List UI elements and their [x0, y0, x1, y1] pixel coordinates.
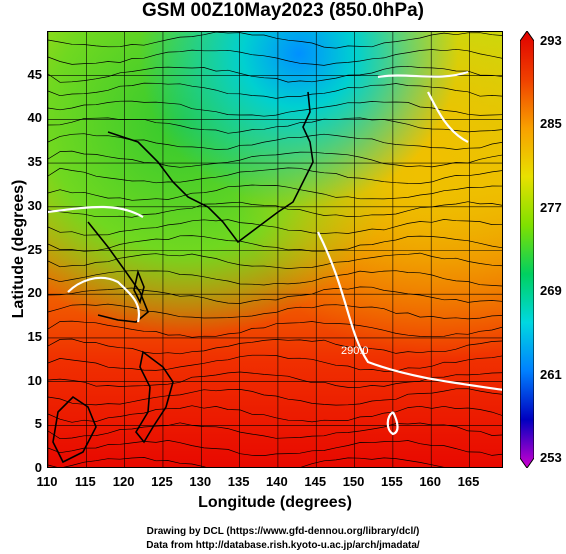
coastline-korea-japan [107, 91, 314, 244]
streamline [48, 82, 502, 99]
credit-drawing: Drawing by DCL (https://www.gfd-dennou.o… [146, 526, 420, 537]
y-tick-label: 40 [27, 110, 42, 126]
streamline [48, 252, 502, 269]
streamline [48, 440, 502, 456]
colorbar [520, 31, 534, 468]
colorbar-tick-label: 253 [540, 450, 562, 465]
x-tick-label: 115 [74, 474, 96, 489]
x-tick-label: 155 [381, 474, 403, 489]
colorbar-tick-label: 261 [540, 366, 562, 382]
streamline [48, 100, 502, 117]
y-axis-label: Latitude (degrees) [10, 179, 27, 319]
y-tick-label: 35 [27, 154, 42, 170]
coastline-china [87, 221, 149, 323]
streamline [48, 303, 502, 320]
colorbar-scale [520, 31, 534, 468]
x-tick-label: 125 [151, 474, 173, 489]
streamline [48, 150, 502, 168]
x-tick-label: 160 [419, 474, 442, 489]
streamline [48, 167, 502, 184]
coastline-taiwan [133, 269, 145, 305]
streamline [48, 338, 502, 355]
streamline [48, 201, 502, 218]
credit-data: Data from http://database.rish.kyoto-u.a… [146, 540, 420, 551]
colorbar-tick-label: 285 [540, 116, 562, 132]
y-tick-label: 30 [27, 197, 42, 213]
map-canvas: 290.0 [48, 32, 502, 467]
wind-streamlines [48, 32, 502, 467]
streamline [48, 65, 502, 83]
y-tick-label: 20 [27, 285, 42, 301]
map-title: GSM 00Z10May2023 (850.0hPa) [142, 0, 424, 21]
streamline [48, 457, 445, 467]
x-tick-label: 120 [112, 474, 135, 489]
y-tick-label: 45 [27, 66, 42, 82]
streamline [48, 133, 502, 150]
x-tick-label: 140 [266, 474, 288, 489]
x-axis-label: Longitude (degrees) [198, 494, 352, 511]
temperature-field-cold [48, 32, 502, 467]
coastline-philippines [135, 350, 174, 444]
x-tick-label: 150 [342, 474, 365, 489]
colorbar-tick-label: 277 [540, 199, 562, 215]
temperature-wind-map: 290.0 [47, 31, 503, 468]
streamline [48, 388, 502, 406]
coastlines [52, 91, 314, 464]
streamline [48, 405, 502, 423]
contour-label: 290.0 [341, 345, 369, 357]
x-tick-label: 135 [227, 474, 250, 489]
y-tick-label: 25 [27, 241, 42, 257]
colorbar-tick-label: 293 [540, 33, 562, 48]
streamline [48, 219, 502, 236]
x-tick-label: 165 [457, 474, 480, 489]
streamline [48, 354, 502, 372]
y-tick-label: 5 [34, 416, 42, 432]
streamline [48, 117, 502, 134]
x-tick-label: 110 [36, 474, 58, 489]
streamline [48, 235, 502, 252]
streamline [48, 270, 502, 287]
streamline [48, 48, 502, 66]
streamline [48, 32, 502, 49]
x-tick-label: 145 [304, 474, 327, 489]
y-tick-label: 15 [27, 328, 42, 344]
colorbar-tick-label: 269 [540, 283, 562, 299]
y-tick-label: 0 [34, 460, 42, 475]
isotherm-contours [48, 70, 502, 436]
streamline [48, 184, 502, 201]
streamline [48, 320, 502, 338]
streamline [48, 422, 502, 440]
y-tick-label: 10 [27, 372, 42, 388]
coastline-borneo [52, 395, 97, 464]
x-tick-label: 130 [189, 474, 212, 489]
